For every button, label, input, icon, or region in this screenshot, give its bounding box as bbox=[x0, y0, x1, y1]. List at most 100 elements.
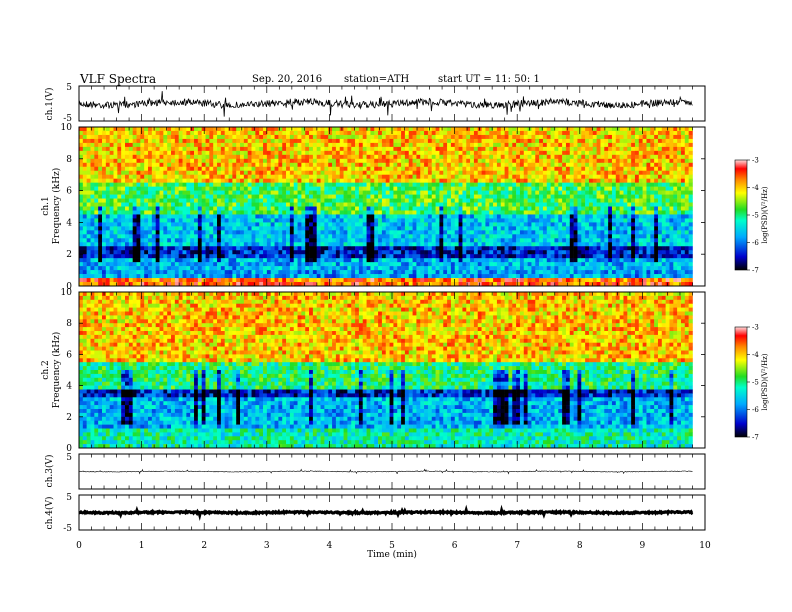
spectrogram-cell bbox=[136, 202, 141, 207]
spectrogram-cell bbox=[113, 146, 118, 152]
spectrogram-cell bbox=[439, 254, 444, 259]
spectrogram-cell bbox=[125, 154, 130, 160]
spectrogram-cell bbox=[224, 170, 229, 175]
spectrogram-cell bbox=[79, 158, 84, 164]
spectrogram-cell bbox=[485, 230, 490, 235]
spectrogram-cell bbox=[205, 234, 210, 239]
spectrogram-cell bbox=[171, 222, 176, 227]
spectrogram-cell bbox=[420, 270, 425, 275]
spectrogram-cell bbox=[163, 146, 168, 152]
spectrogram-cell bbox=[136, 127, 141, 132]
spectrogram-cell bbox=[470, 250, 475, 255]
spectrogram-cell bbox=[186, 190, 191, 195]
spectrogram-cell bbox=[542, 170, 548, 175]
spectrogram-cell bbox=[171, 242, 176, 247]
spectrogram-cell bbox=[466, 146, 471, 152]
spectrogram-cell bbox=[205, 174, 210, 179]
spectrogram-cell bbox=[263, 218, 268, 223]
spectrogram-cell bbox=[289, 262, 295, 267]
spectrogram-cell bbox=[539, 214, 544, 219]
spectrogram-cell bbox=[182, 182, 187, 187]
spectrogram-cell bbox=[489, 134, 494, 140]
spectrogram-cell bbox=[90, 246, 95, 251]
spectrogram-cell bbox=[148, 266, 153, 271]
spectrogram-cell bbox=[186, 174, 191, 179]
spectrogram-cell bbox=[128, 190, 133, 195]
spectrogram-cell bbox=[320, 282, 325, 287]
spectrogram-cell bbox=[508, 218, 513, 223]
spectrogram-cell bbox=[385, 210, 390, 215]
spectrogram-cell bbox=[220, 222, 225, 227]
spectrogram-cell bbox=[370, 226, 375, 231]
spectrogram-cell bbox=[320, 214, 325, 219]
spectrogram-cell bbox=[194, 130, 199, 136]
spectrogram-cell bbox=[443, 170, 448, 175]
spectrogram-cell bbox=[266, 158, 272, 164]
spectrogram-cell bbox=[332, 146, 337, 152]
spectrogram-cell bbox=[424, 138, 429, 144]
spectrogram-cell bbox=[293, 194, 298, 199]
spectrogram-cell bbox=[450, 246, 456, 251]
spectrogram-cell bbox=[397, 202, 402, 207]
spectrogram-cell bbox=[255, 138, 260, 144]
spectrogram-cell bbox=[90, 254, 95, 259]
spectrogram-cell bbox=[240, 198, 245, 203]
spectrogram-cell bbox=[151, 194, 156, 199]
spectrogram-cell bbox=[358, 230, 364, 235]
spectrogram-cell bbox=[159, 218, 164, 223]
spectrogram-cell bbox=[136, 250, 141, 255]
spectrogram-cell bbox=[324, 127, 329, 132]
spectrogram-cell bbox=[151, 158, 156, 164]
spectrogram-cell bbox=[320, 146, 325, 152]
spectrogram-cell bbox=[366, 142, 371, 148]
spectrogram-cell bbox=[539, 127, 544, 132]
spectrogram-cell bbox=[282, 210, 287, 215]
spectrogram-cell bbox=[121, 127, 126, 132]
spectrogram-cell bbox=[389, 127, 394, 132]
spectrogram-cell bbox=[358, 270, 364, 275]
spectrogram-cell bbox=[194, 150, 199, 156]
spectrogram-cell bbox=[136, 162, 141, 168]
spectrogram-cell bbox=[167, 142, 172, 148]
spectrogram-cell bbox=[251, 198, 256, 203]
spectrogram-cell bbox=[259, 266, 264, 271]
spectrogram-cell bbox=[443, 234, 448, 239]
spectrogram-cell bbox=[128, 214, 133, 219]
spectrogram-cell bbox=[278, 242, 283, 247]
spectrogram-cell bbox=[182, 134, 187, 140]
spectrogram-cell bbox=[266, 258, 272, 263]
spectrogram-cell bbox=[140, 154, 145, 160]
spectrogram-cell bbox=[274, 127, 279, 132]
spectrogram-cell bbox=[512, 130, 517, 136]
spectrogram-cell bbox=[205, 278, 210, 283]
spectrogram-cell bbox=[102, 146, 107, 152]
spectrogram-cell bbox=[424, 238, 429, 243]
spectrogram-cell bbox=[450, 154, 456, 160]
spectrogram-cell bbox=[412, 154, 417, 160]
spectrogram-cell bbox=[305, 230, 310, 235]
spectrogram-cell bbox=[542, 238, 548, 243]
spectrogram-cell bbox=[358, 214, 364, 219]
spectrogram-cell bbox=[458, 278, 463, 283]
spectrogram-cell bbox=[309, 242, 314, 247]
spectrogram-cell bbox=[182, 158, 187, 164]
spectrogram-cell bbox=[278, 158, 283, 164]
spectrogram-cell bbox=[458, 234, 463, 239]
spectrogram-cell bbox=[312, 270, 318, 275]
spectrogram-cell bbox=[351, 226, 356, 231]
spectrogram-cell bbox=[270, 178, 275, 183]
spectrogram-cell bbox=[174, 174, 179, 179]
spectrogram-cell bbox=[209, 226, 214, 231]
spectrogram-cell bbox=[109, 134, 114, 140]
spectrogram-cell bbox=[443, 138, 448, 144]
spectrogram-cell bbox=[427, 282, 433, 287]
spectrogram-cell bbox=[370, 206, 375, 211]
spectrogram-cell bbox=[263, 138, 268, 144]
spectrogram-cell bbox=[374, 210, 379, 215]
spectrogram-cell bbox=[504, 270, 509, 275]
spectrogram-cell bbox=[109, 198, 114, 203]
spectrogram-cell bbox=[217, 198, 222, 203]
spectrogram-cell bbox=[539, 210, 544, 215]
spectrogram-cell bbox=[462, 230, 467, 235]
